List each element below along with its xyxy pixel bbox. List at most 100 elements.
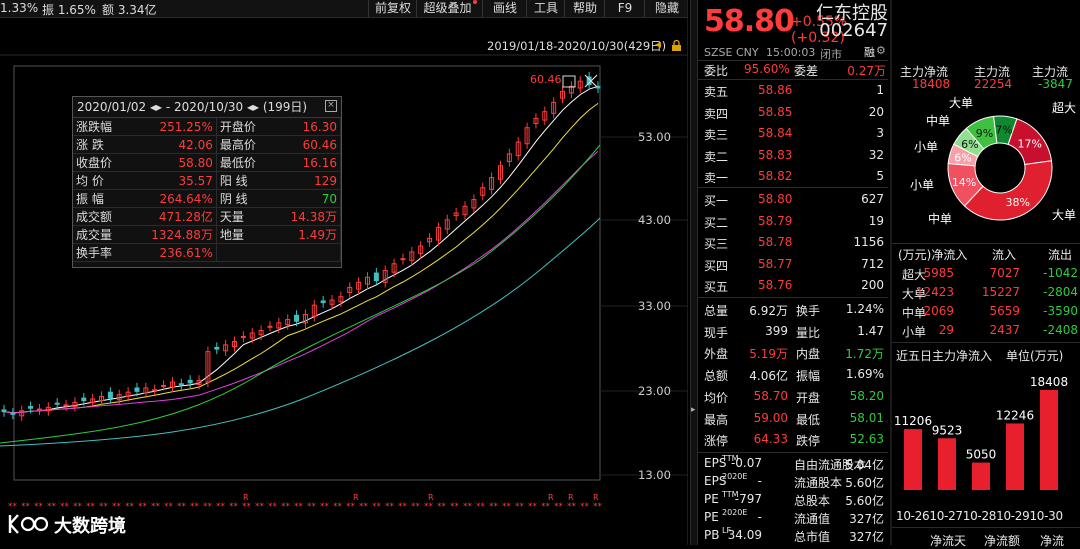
event-marker[interactable]: ** <box>255 502 265 512</box>
five-day-bar[interactable] <box>938 438 956 490</box>
kline-chart[interactable]: ** ** ** ** ** ** ** ** ** ** ** ** ** ** ** ** ** ** ** **… <box>0 0 688 545</box>
event-marker[interactable]: ** <box>203 502 213 512</box>
event-marker[interactable]: ** <box>73 502 83 512</box>
five-day-bar[interactable] <box>972 462 990 490</box>
toolbar-button-f9[interactable]: F9 <box>604 0 645 17</box>
interval-stats-popup[interactable]: 2020/01/02 ◂▸ - 2020/10/30 ◂▸ (199日) × 涨… <box>72 96 342 268</box>
event-marker[interactable]: ** <box>502 502 512 512</box>
event-marker[interactable]: ** <box>125 502 135 512</box>
flow-donut-chart[interactable]: 17%38%14%6%6%9% 7% 大单 中单 小单 小单 中单 大单 超大 <box>892 92 1080 240</box>
toolbar-button-qianfuquan[interactable]: 前复权 <box>368 0 417 17</box>
event-marker[interactable]: ** <box>294 502 304 512</box>
event-marker[interactable]: ** <box>398 502 408 512</box>
event-marker[interactable]: ** <box>528 502 538 512</box>
sells-row[interactable]: 卖二 58.83 32 <box>704 147 884 164</box>
settings-icon[interactable]: ⚙ <box>876 44 886 57</box>
event-marker[interactable]: ** <box>177 502 187 512</box>
sells-row[interactable]: 卖三 58.84 3 <box>704 126 884 143</box>
fundamental-row: PE 2020E - 流通值 327亿 <box>704 508 884 526</box>
event-marker[interactable]: ** <box>229 502 239 512</box>
event-marker[interactable]: ** <box>112 502 122 512</box>
buys-row[interactable]: 买一 58.80 627 <box>704 192 884 208</box>
event-marker[interactable]: ** <box>411 502 421 512</box>
lock-icon[interactable] <box>671 40 682 52</box>
event-marker[interactable]: ** <box>281 502 291 512</box>
event-marker[interactable]: ** <box>385 502 395 512</box>
event-marker[interactable]: ** <box>268 502 278 512</box>
event-marker[interactable]: ** <box>437 502 447 512</box>
event-marker[interactable]: ** <box>476 502 486 512</box>
event-marker[interactable]: ** <box>60 502 70 512</box>
close-icon[interactable]: × <box>325 100 337 112</box>
event-marker[interactable]: ** <box>580 502 590 512</box>
five-day-bar[interactable] <box>904 429 922 490</box>
stock-name: 仁东控股 <box>816 3 888 24</box>
event-marker[interactable]: ** <box>21 502 31 512</box>
event-marker[interactable]: ** <box>190 502 200 512</box>
event-marker[interactable]: ** <box>359 502 369 512</box>
event-marker[interactable]: ** <box>164 502 174 512</box>
sells-row[interactable]: 卖一 58.82 5 <box>704 169 884 186</box>
toolbar-button-help[interactable]: 帮助 <box>564 0 605 17</box>
flow-table-header: (万元)净流入 流入 流出 <box>898 248 1073 262</box>
r-marker[interactable]: R <box>593 493 599 502</box>
toolbar-button-huaxian[interactable]: 画线 <box>482 0 527 17</box>
close-icon[interactable] <box>584 74 598 88</box>
flow-net-value: 18408 <box>912 77 951 91</box>
event-marker[interactable]: ** <box>489 502 499 512</box>
event-marker[interactable]: ** <box>333 502 343 512</box>
r-marker[interactable]: R <box>243 493 249 502</box>
tab-net-days[interactable]: 净流天 <box>930 534 967 548</box>
event-marker[interactable]: ** <box>450 502 460 512</box>
event-marker[interactable]: ** <box>216 502 226 512</box>
event-marker[interactable]: ** <box>567 502 577 512</box>
event-marker[interactable]: ** <box>99 502 109 512</box>
toolbar-button-hide[interactable]: 隐藏 <box>644 0 689 17</box>
event-marker[interactable]: ** <box>307 502 317 512</box>
event-marker[interactable]: ** <box>593 502 603 512</box>
five-day-bar[interactable] <box>1040 390 1058 490</box>
toolbar-button-chaojidiejia[interactable]: 超级叠加 <box>416 0 483 17</box>
tab-net-amount[interactable]: 净流额 <box>984 534 1021 548</box>
event-marker[interactable]: ** <box>34 502 44 512</box>
event-marker[interactable]: ** <box>541 502 551 512</box>
event-marker[interactable]: ** <box>515 502 525 512</box>
event-marker[interactable]: ** <box>151 502 161 512</box>
collapse-arrow-icon[interactable]: ▸ <box>691 405 696 415</box>
candle-body <box>187 379 193 384</box>
r-marker[interactable]: R <box>428 493 434 502</box>
flow-table-row: 大单 12423 15227 -2804 <box>902 285 1078 301</box>
r-marker[interactable]: R <box>568 493 574 502</box>
corner-icons[interactable] <box>562 74 598 88</box>
popup-label <box>216 243 272 262</box>
buys-row[interactable]: 买三 58.78 1156 <box>704 235 884 252</box>
event-marker[interactable]: ** <box>424 502 434 512</box>
event-marker[interactable]: ** <box>554 502 564 512</box>
event-marker[interactable]: ** <box>320 502 330 512</box>
donut-slices <box>947 115 1053 221</box>
event-marker[interactable]: ** <box>86 502 96 512</box>
sells-row[interactable]: 卖四 58.85 20 <box>704 104 884 121</box>
candle-body <box>382 270 388 283</box>
buys-row[interactable]: 买二 58.79 19 <box>704 213 884 230</box>
buys-row[interactable]: 买五 58.76 200 <box>704 278 884 295</box>
buys-row[interactable]: 买四 58.77 712 <box>704 256 884 273</box>
event-marker[interactable]: ** <box>242 502 252 512</box>
caret-icon[interactable]: ◂ <box>655 37 662 51</box>
candle-body <box>152 389 158 392</box>
sells-row[interactable]: 卖五 58.86 1 <box>704 83 884 99</box>
r-marker[interactable]: R <box>548 493 554 502</box>
five-day-bar[interactable] <box>1006 423 1024 490</box>
event-marker[interactable]: ** <box>372 502 382 512</box>
tab-net-flow[interactable]: 净流 <box>1040 534 1065 548</box>
toolbar-button-gongju[interactable]: 工具 <box>526 0 565 17</box>
event-marker[interactable]: ** <box>47 502 57 512</box>
event-marker[interactable]: ** <box>138 502 148 512</box>
box-icon[interactable] <box>562 75 576 88</box>
event-marker[interactable]: ** <box>346 502 356 512</box>
panel-divider[interactable]: ▸ <box>690 0 698 545</box>
event-marker[interactable]: ** <box>8 502 18 512</box>
r-marker[interactable]: R <box>353 493 359 502</box>
event-marker[interactable]: ** <box>463 502 473 512</box>
